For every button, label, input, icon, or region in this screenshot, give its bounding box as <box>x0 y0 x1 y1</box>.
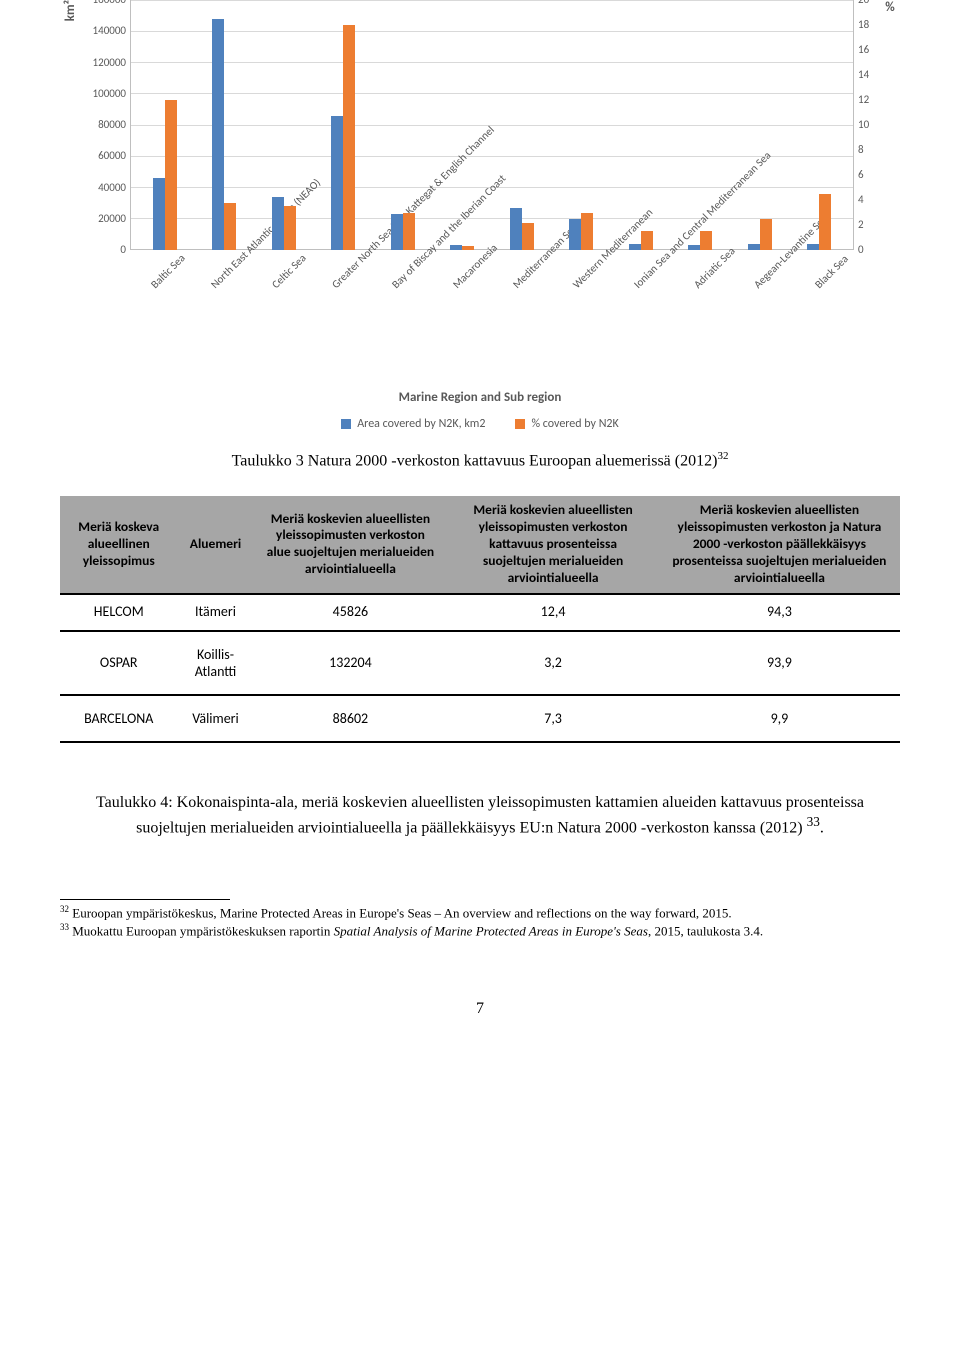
y-right-axis-label: % <box>880 0 900 250</box>
chart-legend: Area covered by N2K, km2 % covered by N2… <box>60 417 900 431</box>
page-number: 7 <box>60 1000 900 1018</box>
table4-caption: Taulukko 4: Kokonaispinta-ala, meriä kos… <box>60 793 900 840</box>
th-convention: Meriä koskeva alueellinen yleissopimus <box>60 496 177 593</box>
marine-chart: km² 160000140000120000100000800006000040… <box>60 0 900 431</box>
legend-item-area: Area covered by N2K, km2 <box>341 417 485 431</box>
th-overlap: Meriä koskevien alueellisten yleissopimu… <box>659 496 900 593</box>
table3-caption: Taulukko 3 Natura 2000 -verkoston kattav… <box>80 449 880 472</box>
th-area: Meriä koskevien alueellisten yleissopimu… <box>254 496 448 593</box>
chart-gridlines <box>131 0 853 250</box>
th-pct: Meriä koskevien alueellisten yleissopimu… <box>447 496 659 593</box>
table-row: HELCOMItämeri4582612,494,3 <box>60 594 900 631</box>
x-axis-title: Marine Region and Sub region <box>60 390 900 405</box>
y-left-ticks: 1600001400001200001000008000060000400002… <box>80 0 130 250</box>
footnote-33: 33 Muokattu Euroopan ympäristökeskuksen … <box>60 922 900 940</box>
chart-plot-area <box>130 0 854 250</box>
table-row: OSPARKoillis-Atlantti1322043,293,9 <box>60 631 900 695</box>
footnote-32: 32 Euroopan ympäristökeskus, Marine Prot… <box>60 904 900 922</box>
th-sea: Aluemeri <box>177 496 253 593</box>
coverage-table: Meriä koskeva alueellinen yleissopimus A… <box>60 496 900 742</box>
x-axis-labels: Baltic SeaNorth East Atlantic Ocean (NEA… <box>130 250 854 380</box>
legend-item-pct: % covered by N2K <box>515 417 618 431</box>
y-right-ticks: 20181614121086420 <box>854 0 880 250</box>
y-left-axis-label: km² <box>60 0 80 250</box>
footnote-separator <box>60 899 230 900</box>
table-row: BARCELONAVälimeri886027,39,9 <box>60 695 900 742</box>
